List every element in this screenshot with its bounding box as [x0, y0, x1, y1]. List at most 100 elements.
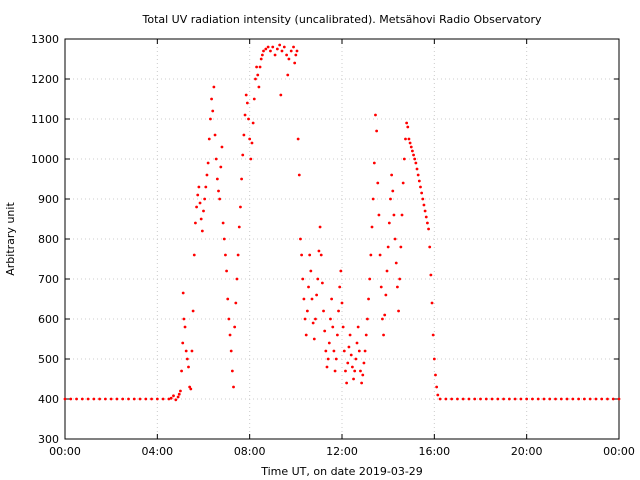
data-point: [413, 157, 417, 161]
data-point: [329, 317, 332, 321]
data-point: [222, 237, 226, 241]
data-point: [209, 117, 212, 121]
data-point: [185, 357, 189, 361]
data-point: [405, 121, 409, 125]
data-point: [221, 221, 225, 225]
data-point: [232, 385, 235, 389]
data-point: [195, 205, 198, 209]
data-point: [300, 253, 304, 257]
data-point: [428, 245, 432, 249]
data-point: [190, 349, 194, 353]
data-point: [199, 217, 203, 221]
data-point: [322, 309, 325, 313]
data-point: [167, 397, 171, 401]
data-point: [364, 333, 368, 337]
data-point: [314, 317, 317, 321]
data-point: [251, 121, 255, 125]
data-point: [479, 397, 482, 401]
data-point: [138, 397, 142, 401]
data-point: [444, 397, 448, 401]
data-point: [473, 397, 477, 401]
x-tick-label: 04:00: [141, 445, 173, 458]
data-point: [389, 197, 392, 201]
data-point: [234, 301, 238, 305]
data-point: [375, 129, 379, 133]
data-point: [224, 253, 227, 257]
data-point: [401, 181, 405, 185]
data-point: [382, 333, 385, 337]
data-point: [386, 245, 390, 249]
data-point: [350, 365, 354, 369]
data-point: [409, 145, 413, 149]
data-point: [484, 397, 488, 401]
y-tick-label: 400: [38, 393, 59, 406]
data-point: [127, 397, 130, 401]
x-tick-label: 16:00: [418, 445, 450, 458]
data-point: [374, 113, 377, 117]
data-point: [548, 397, 552, 401]
data-point: [611, 397, 615, 401]
data-point: [249, 157, 253, 161]
data-point: [115, 397, 119, 401]
data-point: [380, 317, 384, 321]
data-point: [582, 397, 586, 401]
data-point: [355, 341, 359, 345]
data-point: [434, 373, 437, 377]
data-point: [308, 253, 312, 257]
data-point: [305, 309, 309, 313]
data-point: [202, 209, 205, 213]
data-point: [594, 397, 598, 401]
data-point: [294, 53, 298, 57]
data-point: [423, 209, 427, 213]
data-point: [565, 397, 569, 401]
data-point: [318, 225, 322, 229]
data-point: [309, 269, 313, 273]
data-point: [490, 397, 494, 401]
data-point: [198, 201, 202, 205]
data-point: [206, 161, 210, 165]
data-point: [286, 73, 290, 77]
data-point: [316, 277, 320, 281]
data-point: [271, 45, 275, 49]
data-point: [357, 349, 361, 353]
data-point: [252, 97, 256, 101]
data-point: [385, 269, 389, 273]
data-point: [397, 309, 400, 313]
data-point: [183, 325, 187, 329]
data-point: [289, 49, 293, 53]
y-tick-label: 1300: [31, 33, 59, 46]
data-point: [180, 369, 183, 373]
data-point: [435, 385, 439, 389]
data-point: [210, 97, 213, 101]
data-point: [436, 393, 440, 397]
data-point: [345, 381, 349, 385]
data-point: [367, 297, 370, 301]
y-tick-label: 1200: [31, 73, 59, 86]
data-point: [287, 57, 291, 61]
data-point: [260, 53, 264, 57]
data-point: [371, 197, 375, 201]
data-point: [326, 357, 330, 361]
data-point: [296, 137, 300, 141]
data-point: [240, 177, 243, 181]
data-point: [259, 57, 263, 61]
data-point: [191, 309, 195, 313]
data-point: [554, 397, 557, 401]
data-point: [243, 113, 247, 117]
data-point: [391, 189, 395, 193]
data-point: [239, 205, 242, 209]
data-point: [559, 397, 563, 401]
data-point: [312, 337, 316, 341]
data-point: [181, 291, 185, 295]
data-point: [278, 43, 282, 47]
data-point: [387, 221, 391, 225]
data-point: [187, 365, 190, 369]
data-point: [411, 149, 414, 153]
data-point: [174, 398, 178, 402]
data-point: [218, 197, 222, 201]
data-point: [335, 333, 339, 337]
data-point: [606, 397, 609, 401]
data-point: [432, 357, 436, 361]
data-point: [325, 365, 329, 369]
